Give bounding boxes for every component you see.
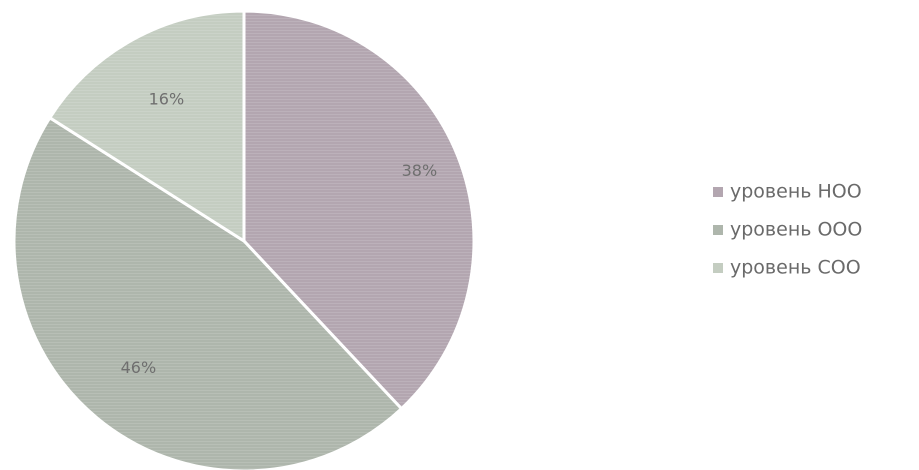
pie-slice-texture-noo [244, 11, 475, 409]
legend-entry-soo: уровень СОО [713, 257, 861, 279]
legend-swatch-soo [713, 263, 723, 273]
data-label-soo: 16% [149, 89, 185, 108]
pie-data-labels: 38% 46% 16% [121, 89, 438, 377]
legend-label-noo: уровень НОО [730, 181, 862, 203]
pie-slice-texture-ooo [14, 117, 402, 470]
legend-entry-noo: уровень НОО [713, 181, 862, 203]
data-label-noo: 38% [402, 161, 438, 180]
legend-label-soo: уровень СОО [730, 257, 861, 279]
legend: уровень НОО уровень ООО уровень СОО [713, 181, 862, 279]
data-label-ooo: 46% [121, 358, 157, 377]
legend-swatch-ooo [713, 225, 723, 235]
legend-swatch-noo [713, 187, 723, 197]
pie-slices [12, 9, 476, 470]
pie-slice-texture-soo [49, 11, 244, 241]
legend-label-ooo: уровень ООО [730, 219, 862, 241]
legend-entry-ooo: уровень ООО [713, 219, 862, 241]
